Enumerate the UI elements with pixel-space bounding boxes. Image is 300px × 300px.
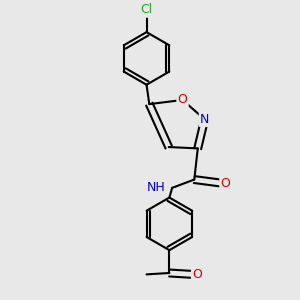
Text: O: O [178,94,188,106]
Text: O: O [220,176,230,190]
Text: NH: NH [147,182,166,194]
Text: N: N [200,113,209,126]
Text: Cl: Cl [140,4,153,16]
Text: O: O [192,268,202,281]
